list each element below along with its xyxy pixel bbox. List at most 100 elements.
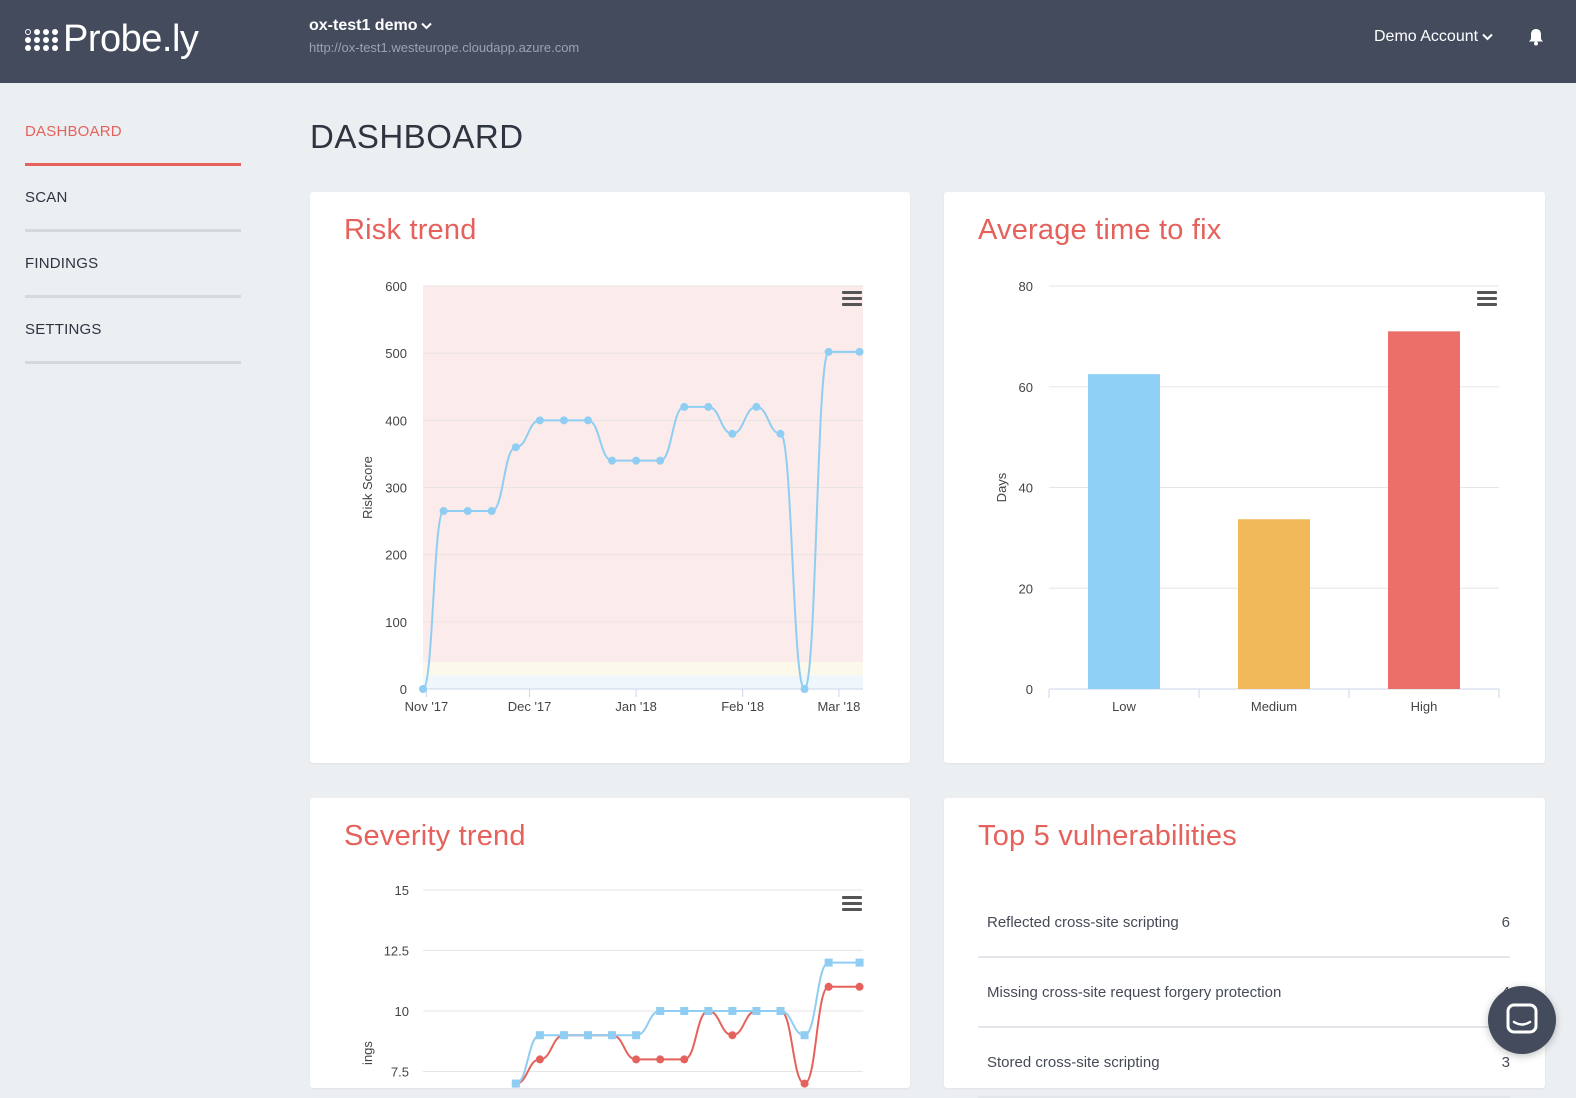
data-point [656, 1007, 665, 1015]
vulnerability-count: 6 [1501, 913, 1510, 931]
bell-icon[interactable] [1528, 28, 1544, 46]
data-point [824, 347, 833, 356]
data-point [419, 685, 427, 693]
y-tick-label: 300 [385, 481, 407, 496]
data-point [855, 347, 864, 356]
list-item[interactable]: Missing cross-site request forgery prote… [978, 958, 1510, 1028]
x-tick-label: Medium [1251, 699, 1297, 714]
y-tick-label: 10 [395, 1004, 409, 1019]
top-bar: Probe.ly ox-test1 demo http://ox-test1.w… [0, 0, 1576, 83]
data-point [680, 1007, 689, 1015]
bar-medium [1238, 519, 1310, 689]
data-point [535, 1031, 544, 1040]
project-selector[interactable]: ox-test1 demo http://ox-test1.westeurope… [309, 17, 579, 55]
y-tick-label: 0 [1026, 682, 1033, 697]
chevron-down-icon[interactable] [1482, 33, 1493, 41]
x-tick-label: High [1411, 699, 1438, 714]
data-point [608, 1031, 617, 1040]
vulnerability-name[interactable]: Stored cross-site scripting [987, 1053, 1160, 1071]
data-point [800, 1079, 809, 1088]
severity-trend-card: Severity trend 7.5 10 12.5 15 ings [310, 798, 910, 1088]
y-tick-label: 60 [1019, 380, 1033, 395]
data-point [535, 416, 544, 425]
chat-icon [1506, 1003, 1538, 1034]
sidebar-item-settings[interactable]: SETTINGS [25, 298, 241, 364]
vulnerability-count: 3 [1501, 1053, 1510, 1071]
probely-logo[interactable]: Probe.ly [25, 18, 199, 61]
data-point [776, 429, 785, 438]
list-item[interactable]: Reflected cross-site scripting 6 [978, 888, 1510, 958]
data-point [608, 456, 617, 465]
chart-menu-icon[interactable] [1477, 291, 1497, 307]
top5-card: Top 5 vulnerabilities Reflected cross-si… [944, 798, 1545, 1098]
vulnerability-name[interactable]: Reflected cross-site scripting [987, 913, 1179, 931]
sidebar-item-findings[interactable]: FINDINGS [25, 232, 241, 298]
chart-menu-icon[interactable] [842, 896, 862, 912]
data-point [632, 1055, 641, 1064]
data-point [776, 1007, 785, 1015]
data-point [800, 1031, 809, 1040]
severity-trend-title: Severity trend [344, 820, 526, 852]
y-tick-label: 80 [1019, 279, 1033, 294]
account-label[interactable]: Demo Account [1374, 28, 1479, 45]
sidebar-item-dashboard[interactable]: DASHBOARD [25, 100, 241, 166]
y-tick-label: 12.5 [384, 944, 409, 959]
severity-trend-chart: 7.5 10 12.5 15 ings [360, 883, 864, 1088]
list-item[interactable]: Stored cross-site scripting 3 [978, 1028, 1510, 1098]
data-point [704, 402, 713, 411]
severity-line [515, 961, 860, 1085]
risk-trend-chart: 0 100 200 300 400 500 600 Nov '17 Dec '17 Jan '18… [360, 279, 864, 714]
chevron-down-icon[interactable] [421, 22, 433, 30]
avg-time-title: Average time to fix [978, 214, 1222, 246]
x-tick-label: Jan '18 [615, 699, 657, 714]
data-point [559, 416, 568, 425]
data-point [632, 1031, 641, 1040]
x-tick-label: Mar '18 [817, 699, 860, 714]
y-axis-title: Risk Score [360, 456, 375, 519]
data-point [680, 1055, 689, 1064]
data-point [511, 1079, 520, 1088]
data-point [584, 416, 592, 425]
data-point [487, 507, 496, 516]
low-risk-band [423, 675, 863, 689]
risk-trend-title: Risk trend [344, 214, 477, 246]
page-title: DASHBOARD [310, 118, 524, 155]
avg-time-chart: 0 20 40 60 80 Low Medium High Days [994, 279, 1500, 714]
vulnerability-name[interactable]: Missing cross-site request forgery prote… [987, 983, 1282, 1001]
data-point [824, 958, 833, 967]
y-axis-title: ings [360, 1041, 375, 1065]
logo-text: Probe.ly [63, 18, 199, 60]
data-point [559, 1031, 568, 1040]
risk-trend-card: Risk trend 0 100 200 300 400 500 600 Nov '17 Dec… [310, 192, 910, 763]
data-point [855, 958, 864, 967]
account-menu[interactable]: Demo Account [1374, 28, 1493, 46]
data-point [800, 685, 809, 693]
x-tick-label: Low [1112, 699, 1136, 714]
data-point [728, 1007, 737, 1015]
data-point [535, 1055, 544, 1064]
y-tick-label: 20 [1019, 581, 1033, 596]
data-point [728, 429, 737, 438]
data-point [752, 1007, 761, 1015]
project-name[interactable]: ox-test1 demo [309, 17, 418, 34]
data-point [511, 443, 520, 452]
data-point [656, 456, 665, 465]
chart-menu-icon[interactable] [842, 291, 862, 307]
y-tick-label: 0 [400, 682, 407, 697]
bar-low [1088, 374, 1160, 689]
medium-risk-band [423, 662, 863, 676]
high-risk-band [423, 286, 863, 663]
x-tick-label: Dec '17 [508, 699, 552, 714]
avg-time-card: Average time to fix 0 20 40 60 80 Low Medium Hi… [944, 192, 1545, 763]
data-point [855, 982, 864, 991]
x-tick-label: Nov '17 [405, 699, 449, 714]
sidebar-item-scan[interactable]: SCAN [25, 166, 241, 232]
data-point [632, 456, 641, 465]
data-point [752, 402, 761, 411]
y-axis-title: Days [994, 472, 1009, 502]
top5-title: Top 5 vulnerabilities [978, 820, 1237, 852]
data-point [584, 1031, 592, 1040]
data-point [728, 1031, 737, 1040]
logo-mark-icon [25, 28, 59, 51]
chat-launcher-button[interactable] [1488, 986, 1556, 1054]
